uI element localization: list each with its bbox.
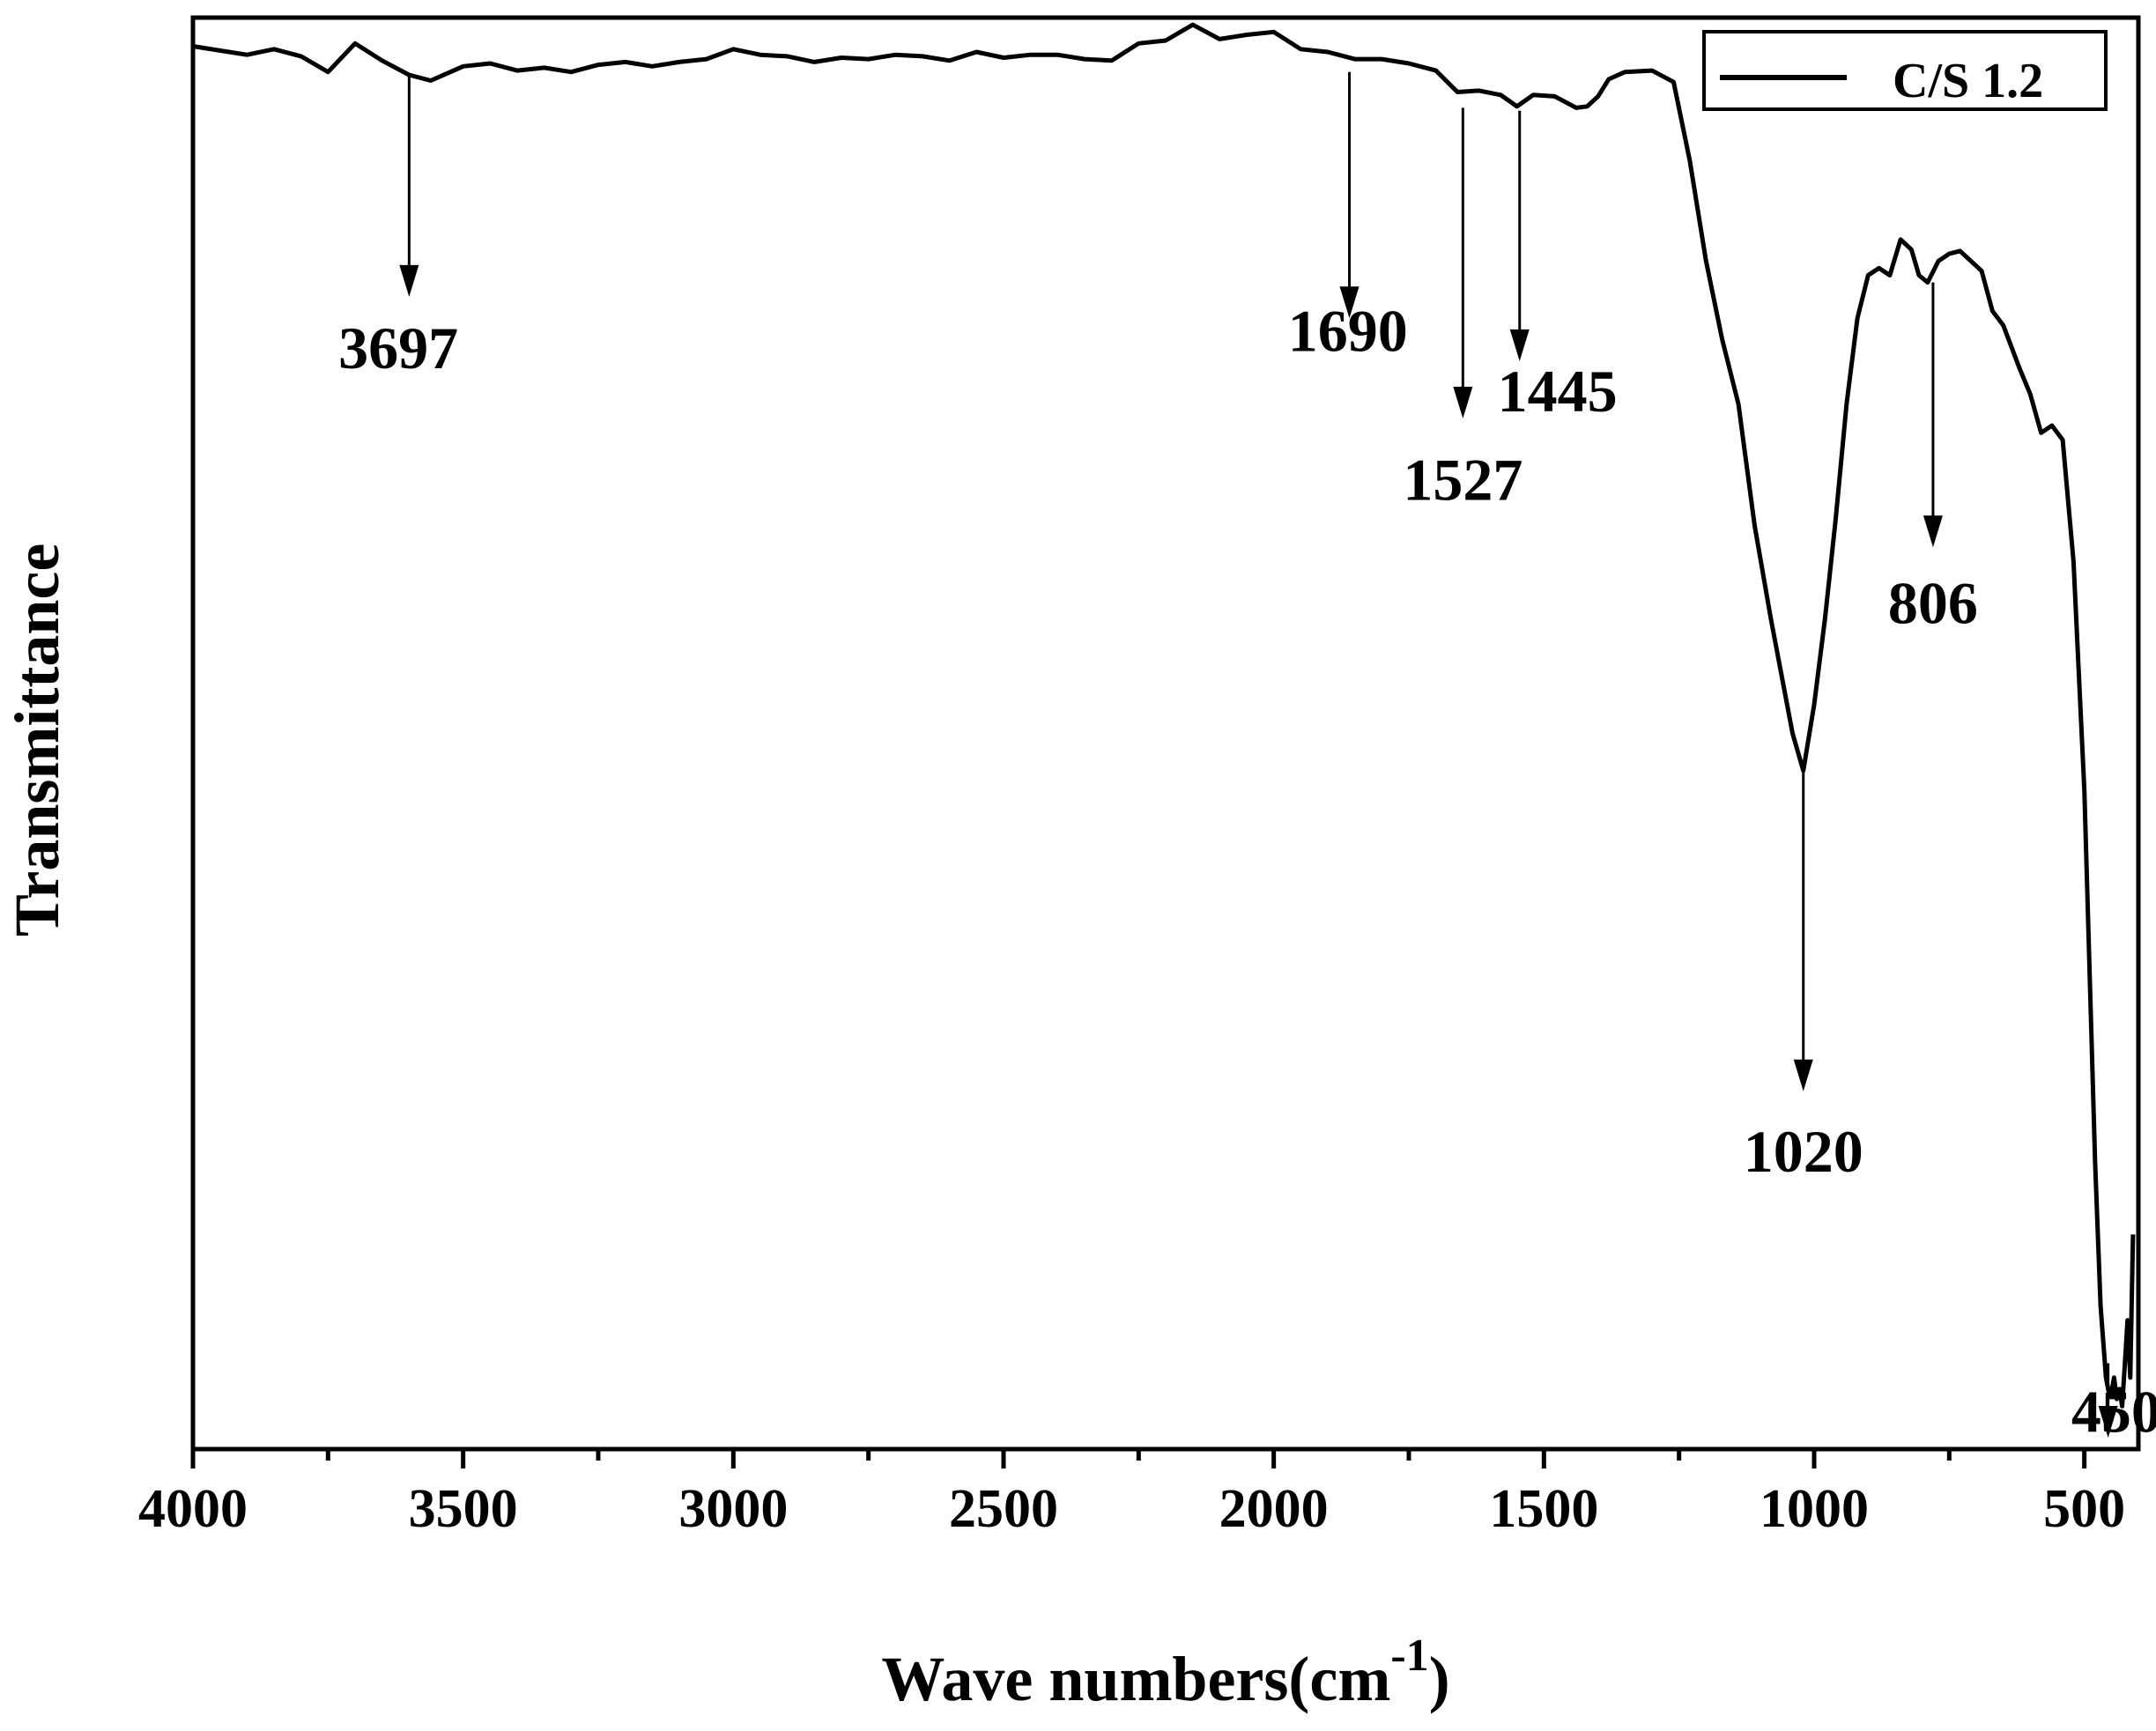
x-axis-title: Wave numbers(cm-1) — [881, 1631, 1449, 1714]
x-tick-label: 3500 — [409, 1479, 518, 1539]
x-axis-tick-labels: 4000 3500 3000 2500 2000 1500 1000 500 — [138, 1479, 2125, 1539]
x-tick-label: 3000 — [678, 1479, 788, 1539]
legend-label: C/S 1.2 — [1893, 54, 2043, 108]
peak-arrowhead-450 — [2098, 1406, 2118, 1438]
peak-annotations: 3697 1690 1527 1445 1020 806 450 — [338, 71, 2156, 1446]
peak-label-450: 450 — [2071, 1379, 2156, 1446]
peak-label-1445: 1445 — [1498, 358, 1618, 425]
x-tick-label: 4000 — [138, 1479, 248, 1539]
series-line-cs-1-2 — [192, 22, 2136, 1409]
x-tick-label: 1000 — [1760, 1479, 1869, 1539]
x-tick-label: 2500 — [949, 1479, 1058, 1539]
x-axis-ticks — [190, 1449, 2087, 1468]
x-tick-label: 2000 — [1219, 1479, 1329, 1539]
x-tick-label: 500 — [2043, 1479, 2125, 1539]
peak-label-1690: 1690 — [1288, 298, 1408, 365]
peak-arrowhead-1445 — [1509, 329, 1530, 361]
plot-frame — [190, 15, 2141, 1452]
legend-box — [1702, 30, 2108, 111]
x-tick-label: 1500 — [1489, 1479, 1598, 1539]
peak-label-1020: 1020 — [1744, 1118, 1863, 1185]
peak-label-806: 806 — [1888, 569, 1978, 636]
peak-label-3697: 3697 — [338, 314, 458, 381]
y-axis-title: Transmittance — [2, 544, 72, 937]
peak-arrowhead-1527 — [1453, 387, 1473, 418]
peak-arrowhead-1690 — [1339, 286, 1360, 319]
peak-arrowhead-3697 — [399, 264, 419, 297]
peak-arrowhead-806 — [1923, 515, 1943, 548]
peak-arrowhead-1020 — [1793, 1059, 1813, 1091]
peak-label-1527: 1527 — [1403, 447, 1523, 514]
legend: C/S 1.2 — [1702, 30, 2108, 111]
